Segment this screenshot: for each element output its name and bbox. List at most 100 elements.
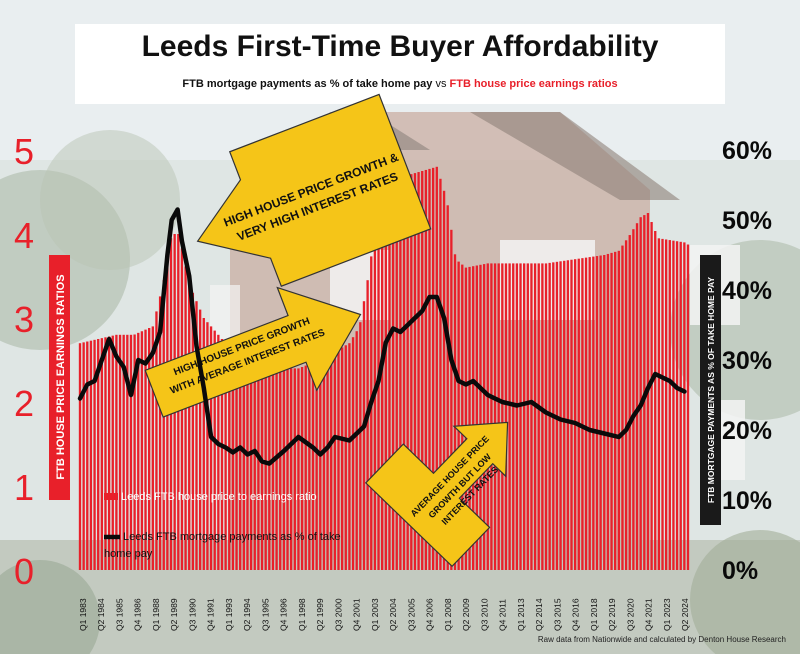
ratio-bar xyxy=(661,238,664,570)
ratio-bar xyxy=(264,366,267,570)
x-axis-tick-label: Q3 2015 xyxy=(552,598,562,631)
ratio-bar xyxy=(639,217,642,570)
ratio-bar xyxy=(100,338,104,570)
ratio-bar xyxy=(315,361,318,570)
ratio-bar xyxy=(530,263,533,570)
ratio-bar xyxy=(359,322,362,570)
subtitle-vs: vs xyxy=(435,78,447,90)
right-axis-ticks: 0% 10% 20% 30% 40% 50% 60% xyxy=(722,137,772,585)
ratio-bar xyxy=(89,340,93,570)
ratio-bar xyxy=(235,351,238,570)
left-axis-ticks: 0 1 2 3 4 5 xyxy=(14,131,34,592)
ratio-bar xyxy=(198,309,202,570)
ratio-bar xyxy=(686,244,690,570)
ratio-bar xyxy=(472,266,475,570)
ratio-bar xyxy=(86,341,89,570)
ratio-bar xyxy=(453,254,457,571)
x-axis-tick-label: Q4 2021 xyxy=(644,598,654,631)
ratio-bar xyxy=(683,242,686,570)
ratio-bar xyxy=(158,296,162,570)
left-axis-tick-label: 1 xyxy=(14,467,34,508)
ratio-bar xyxy=(428,168,431,570)
ratio-bar xyxy=(573,259,577,570)
x-axis-tick-label: Q4 2016 xyxy=(571,598,581,631)
ratio-bar xyxy=(97,339,100,570)
ratio-bar xyxy=(581,258,584,570)
ratio-bar xyxy=(242,356,245,570)
ratio-bar xyxy=(624,240,628,571)
ratio-bar xyxy=(282,368,286,570)
ratio-bar xyxy=(675,241,679,571)
ratio-bar xyxy=(370,256,373,570)
x-axis-tick-label: Q3 2005 xyxy=(406,598,416,631)
ratio-bar xyxy=(537,263,540,570)
ratio-bar xyxy=(559,261,562,570)
ratio-bar xyxy=(493,263,497,570)
ratio-bar xyxy=(479,264,482,570)
ratio-bar xyxy=(515,263,519,570)
ratio-bar xyxy=(442,190,446,571)
x-axis-tick-label: Q3 1985 xyxy=(115,598,125,631)
ratio-bar xyxy=(395,180,398,571)
ratio-bar xyxy=(406,175,409,570)
left-axis-label-group: FTB HOUSE PRICE EARNINGS RATIOS xyxy=(49,255,70,500)
ratio-bar xyxy=(584,257,588,571)
ratio-bar xyxy=(290,368,293,570)
ratio-bar xyxy=(249,361,253,570)
ratio-bar xyxy=(657,238,661,570)
left-axis-label: FTB HOUSE PRICE EARNINGS RATIOS xyxy=(55,274,67,479)
ratio-bar xyxy=(664,239,668,571)
ratio-bar xyxy=(421,171,424,570)
ratio-bar xyxy=(523,263,526,570)
ratio-bar xyxy=(377,213,380,570)
ratio-bar xyxy=(595,256,599,570)
ratio-bar xyxy=(297,368,300,570)
x-axis-tick-label: Q2 2004 xyxy=(388,598,398,631)
ratio-bar xyxy=(231,348,235,570)
ratio-bar xyxy=(355,331,358,570)
x-axis-tick-label: Q1 1998 xyxy=(297,598,307,631)
ratio-bar xyxy=(202,318,205,570)
x-axis-tick-label: Q1 1983 xyxy=(78,598,88,631)
ratio-bar xyxy=(220,339,224,570)
title-box: Leeds First-Time Buyer Affordability FTB… xyxy=(75,24,725,104)
ratio-bar xyxy=(606,253,610,570)
x-axis-tick-label: Q1 1988 xyxy=(151,598,161,631)
left-axis-tick-label: 5 xyxy=(14,131,34,172)
left-axis-label-box xyxy=(49,255,70,500)
ratio-bar xyxy=(475,265,478,570)
ratio-bars xyxy=(78,166,690,571)
ratio-bar xyxy=(410,174,413,570)
ratio-bar xyxy=(107,336,111,570)
ratio-bar xyxy=(457,261,460,570)
x-axis-tick-label: Q4 1991 xyxy=(206,598,216,631)
right-axis-label-box xyxy=(700,255,721,525)
ratio-bar xyxy=(78,343,82,570)
ratio-bar xyxy=(351,337,355,570)
x-axis-tick-label: Q3 2020 xyxy=(625,598,635,631)
ratio-bar xyxy=(330,353,333,570)
subtitle-mortgage-part: FTB mortgage payments as % of take home … xyxy=(182,78,433,90)
x-axis-tick-label: Q2 1994 xyxy=(242,598,252,631)
ratio-bar xyxy=(319,360,322,570)
right-axis-label-group: FTB MORTGAGE PAYMENTS AS % OF TAKE HOME … xyxy=(700,255,721,525)
ratio-bar xyxy=(148,328,151,570)
ratio-bar xyxy=(512,263,515,570)
ratio-bar xyxy=(304,365,307,570)
ratio-bar xyxy=(577,258,580,570)
x-axis-tick-label: Q1 1993 xyxy=(224,598,234,631)
ratio-bar xyxy=(603,255,606,570)
ratio-bar xyxy=(486,263,489,570)
ratio-bar xyxy=(155,311,158,570)
legend: Leeds FTB house price to earnings ratio … xyxy=(104,491,341,560)
ratio-bar xyxy=(271,367,275,570)
ratio-bar xyxy=(566,260,570,570)
ratio-bar xyxy=(435,166,438,571)
right-axis-tick-label: 40% xyxy=(722,277,772,305)
ratio-bar xyxy=(588,257,591,570)
ratio-bar xyxy=(501,263,504,570)
ratio-bar xyxy=(213,330,216,570)
ratio-bar xyxy=(464,267,468,570)
right-axis-tick-label: 60% xyxy=(722,137,772,165)
